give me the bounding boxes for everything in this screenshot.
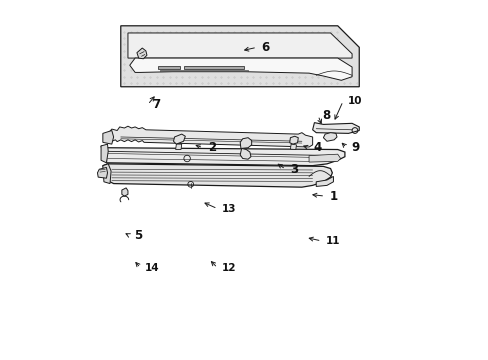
Polygon shape — [240, 138, 251, 148]
Text: 12: 12 — [222, 263, 236, 273]
Text: 7: 7 — [152, 98, 160, 111]
Polygon shape — [101, 144, 108, 163]
Polygon shape — [108, 126, 312, 147]
Text: 9: 9 — [351, 141, 359, 154]
Polygon shape — [316, 176, 333, 186]
Polygon shape — [160, 69, 247, 71]
Polygon shape — [102, 131, 113, 144]
Text: 2: 2 — [207, 141, 216, 154]
Polygon shape — [289, 136, 298, 144]
Text: 4: 4 — [313, 141, 321, 154]
Text: 13: 13 — [222, 204, 236, 214]
Text: 8: 8 — [322, 109, 330, 122]
Polygon shape — [183, 66, 244, 69]
Text: 14: 14 — [145, 263, 160, 273]
Polygon shape — [121, 26, 359, 87]
Polygon shape — [290, 144, 296, 149]
Polygon shape — [158, 66, 180, 69]
Polygon shape — [102, 164, 111, 184]
Polygon shape — [137, 48, 147, 59]
Polygon shape — [128, 33, 351, 58]
Text: 1: 1 — [329, 190, 337, 203]
Text: 3: 3 — [290, 163, 298, 176]
Text: 10: 10 — [347, 96, 362, 106]
Polygon shape — [122, 188, 128, 196]
Polygon shape — [101, 146, 344, 166]
Text: 11: 11 — [325, 236, 340, 246]
Polygon shape — [129, 58, 351, 80]
Polygon shape — [102, 164, 332, 187]
Polygon shape — [175, 144, 182, 149]
Polygon shape — [240, 148, 250, 159]
Text: 5: 5 — [134, 229, 142, 242]
Text: 6: 6 — [261, 41, 269, 54]
Polygon shape — [323, 133, 336, 141]
Polygon shape — [97, 167, 107, 178]
Polygon shape — [308, 154, 340, 162]
Polygon shape — [312, 123, 359, 134]
Polygon shape — [173, 134, 185, 144]
